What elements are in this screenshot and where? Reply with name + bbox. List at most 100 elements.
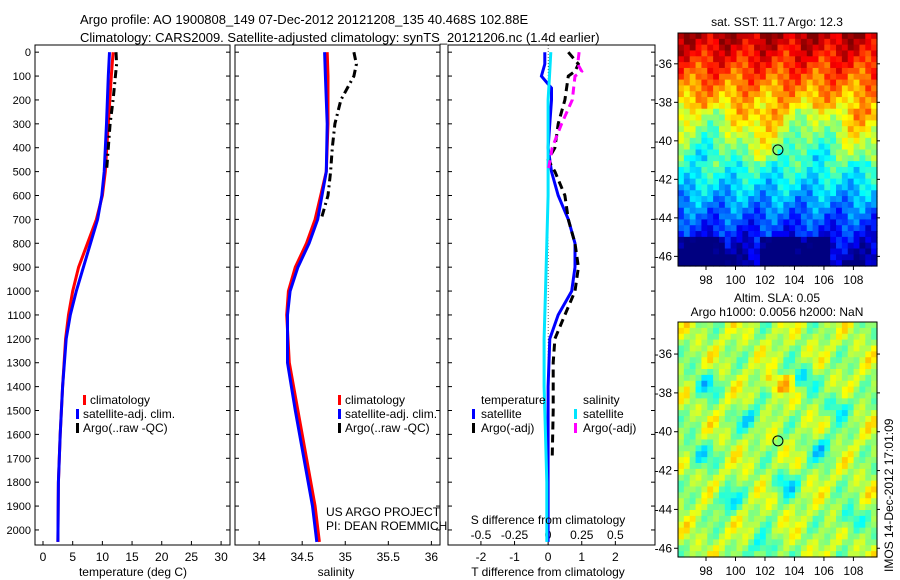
map-cell	[695, 73, 703, 81]
map-cell	[830, 486, 837, 493]
map-cell	[865, 190, 872, 197]
map-cell	[871, 219, 878, 226]
map-cell	[695, 357, 703, 364]
map-cell	[800, 515, 808, 523]
map-cell	[871, 196, 878, 203]
map-cell	[713, 333, 720, 341]
legend-swatch-climatology	[338, 395, 341, 405]
map-cell	[824, 398, 831, 405]
map-cell	[865, 201, 872, 209]
map-cell	[824, 132, 831, 139]
map-cell	[718, 416, 726, 423]
map-cell	[853, 196, 861, 203]
map-cell	[759, 73, 767, 81]
map-cell	[736, 108, 743, 116]
map-cell	[789, 533, 796, 540]
map-cell	[718, 155, 726, 162]
map-cell	[800, 333, 808, 341]
map-cell	[818, 62, 825, 69]
map-cell	[841, 225, 849, 232]
map-cell	[707, 492, 714, 499]
map-cell	[742, 242, 749, 250]
map-cell	[707, 108, 714, 116]
map-cell	[765, 161, 773, 168]
map-cell	[678, 184, 685, 191]
y-tick-label: 1300	[7, 358, 31, 370]
map-cell	[818, 91, 825, 98]
map-cell	[683, 201, 691, 209]
map-cell	[678, 108, 685, 116]
map-cell	[859, 91, 866, 98]
map-cell	[730, 351, 738, 358]
y-tick-label: -38	[655, 95, 673, 109]
map-cell	[718, 351, 726, 358]
map-cell	[847, 56, 855, 63]
map-cell	[718, 97, 726, 104]
map-cell	[754, 108, 761, 116]
map-cell	[724, 161, 732, 168]
map-cell	[748, 236, 755, 244]
map-cell	[683, 439, 691, 446]
map-cell	[871, 137, 878, 145]
x-tick-label: 104	[784, 564, 804, 578]
map-cell	[713, 236, 720, 244]
map-cell	[754, 219, 761, 226]
map-cell	[718, 149, 726, 156]
map-cell	[830, 439, 837, 446]
map-cell	[806, 439, 814, 446]
map-cell	[841, 166, 849, 174]
map-cell	[748, 416, 755, 423]
map-cell	[689, 445, 697, 452]
map-cell	[695, 166, 703, 174]
map-cell	[771, 236, 779, 244]
map-cell	[795, 468, 802, 476]
map-cells	[678, 322, 878, 558]
map-cell	[701, 392, 708, 399]
map-cell	[865, 248, 872, 255]
map-cell	[765, 73, 773, 81]
map-cell	[759, 545, 767, 552]
map-cell	[859, 374, 866, 382]
map-cell	[783, 439, 790, 446]
map-cell	[724, 480, 732, 488]
map-cell	[748, 50, 755, 57]
map-cell	[771, 79, 779, 87]
map-cell	[777, 398, 784, 405]
x-tick-label: 34.5	[291, 550, 315, 564]
map-cell	[748, 231, 755, 238]
map-cell	[701, 504, 708, 511]
map-cell	[830, 404, 837, 411]
map-cell	[765, 410, 773, 417]
map-cell	[718, 213, 726, 220]
map-cell	[736, 143, 743, 151]
map-cell	[865, 474, 872, 482]
map-cell	[818, 143, 825, 151]
map-cell	[713, 79, 720, 87]
map-cell	[789, 207, 796, 215]
map-cell	[736, 161, 743, 168]
map-cell	[707, 62, 714, 69]
t-diff-xlabel: T difference from climatology	[471, 565, 625, 579]
map-cell	[771, 515, 779, 523]
map-cell	[713, 201, 720, 209]
map-cell	[742, 498, 749, 505]
map-cell	[847, 155, 855, 162]
map-cell	[736, 201, 743, 209]
x2-tick-label: -0.5	[471, 528, 492, 542]
map-cell	[806, 126, 814, 133]
legend-label: Argo(-adj)	[583, 421, 636, 435]
map-cell	[841, 457, 849, 464]
map-cell	[742, 155, 749, 162]
map-cell	[800, 161, 808, 168]
map-cell	[783, 333, 790, 341]
map-cell	[689, 468, 697, 476]
map-cell	[683, 190, 691, 197]
map-cell	[830, 504, 837, 511]
map-cell	[818, 166, 825, 174]
map-cell	[742, 190, 749, 197]
map-cell	[859, 120, 866, 127]
map-cell	[812, 380, 820, 388]
map-cell	[847, 236, 855, 244]
map-cell	[695, 231, 703, 238]
